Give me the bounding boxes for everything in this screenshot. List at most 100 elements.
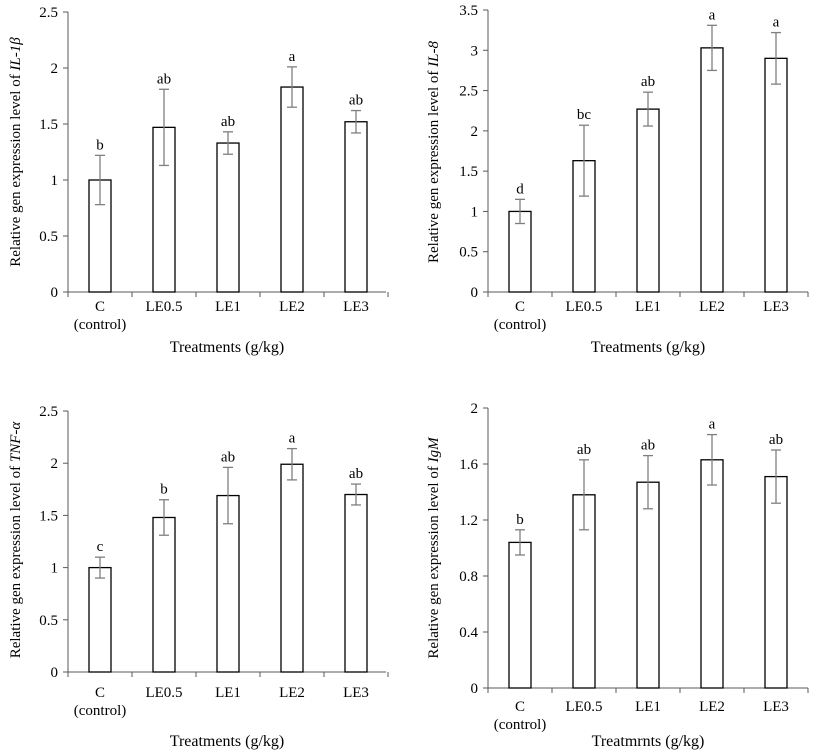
category-label: LE1: [635, 299, 661, 315]
y-tick-label: 2: [471, 401, 479, 417]
bar: [764, 57, 788, 293]
significance-letter: bc: [577, 107, 592, 123]
bar: [764, 475, 788, 689]
significance-letter: a: [709, 7, 716, 23]
y-tick-label: 2.5: [39, 5, 58, 21]
category-label: LE2: [699, 699, 725, 715]
category-label: C: [95, 685, 105, 701]
bar: [152, 516, 176, 673]
significance-letter: ab: [157, 71, 171, 87]
y-axis-gene-name: IgM: [426, 436, 442, 463]
y-tick-label: 1.2: [459, 513, 478, 529]
y-tick-label: 1: [471, 204, 479, 220]
category-label-sub: (control): [74, 703, 126, 719]
y-tick-label: 0.5: [39, 613, 58, 629]
y-axis-gene-name: TNF-α: [8, 421, 24, 463]
category-label: LE2: [699, 299, 725, 315]
bar: [88, 566, 112, 673]
y-axis-title-text: Relative gen expression level of: [426, 462, 442, 658]
significance-letter: ab: [221, 449, 235, 465]
y-axis-gene-name: IL-8: [426, 40, 442, 67]
y-axis-title: Relative gen expression level of IgM: [426, 436, 442, 659]
y-axis-title: Relative gen expression level of TNF-α: [8, 421, 24, 659]
y-axis-title-text: Relative gen expression level of: [426, 67, 442, 263]
y-tick-label: 1: [51, 173, 59, 189]
y-tick-label: 0: [471, 285, 479, 301]
y-tick-label: 1.5: [39, 117, 58, 133]
bar: [280, 463, 304, 673]
x-axis-title: Treatmrnts (g/kg): [592, 733, 705, 750]
chart-panel-4: 0 0.4 0.8 1.2 1.6 2 b C (control) ab LE0.5 ab LE1 a LE…: [426, 401, 809, 750]
significance-letter: a: [289, 431, 296, 447]
bar: [700, 459, 724, 689]
category-label: LE2: [279, 299, 305, 315]
y-axis-gene-name: IL-1β: [8, 37, 24, 72]
bar: [508, 541, 532, 689]
x-axis-title: Treatments (g/kg): [591, 339, 706, 356]
y-tick-label: 0.5: [459, 245, 478, 261]
significance-letter: d: [516, 181, 524, 197]
significance-letter: a: [773, 15, 780, 31]
significance-letter: ab: [641, 438, 655, 454]
category-label: LE2: [279, 685, 305, 701]
y-axis-title: Relative gen expression level of IL-8: [426, 40, 442, 263]
category-label: LE3: [343, 685, 369, 701]
bar: [344, 121, 368, 293]
y-tick-label: 2: [51, 61, 59, 77]
category-label: C: [95, 299, 105, 315]
y-tick-label: 2: [51, 456, 59, 472]
y-tick-label: 1.5: [459, 164, 478, 180]
y-tick-label: 0.4: [459, 625, 478, 641]
significance-letter: b: [160, 482, 168, 498]
y-tick-label: 0.5: [39, 229, 58, 245]
y-tick-label: 2: [471, 124, 479, 140]
y-tick-label: 1.6: [459, 457, 478, 473]
category-label: LE1: [215, 299, 241, 315]
significance-letter: ab: [349, 93, 363, 109]
category-label: LE3: [763, 699, 789, 715]
y-tick-label: 1: [51, 561, 59, 577]
category-label: LE3: [343, 299, 369, 315]
category-label: LE3: [763, 299, 789, 315]
y-tick-label: 3: [471, 43, 479, 59]
category-label: C: [515, 699, 525, 715]
significance-letter: ab: [769, 432, 783, 448]
category-label: C: [515, 299, 525, 315]
y-tick-label: 3.5: [459, 3, 478, 19]
y-tick-label: 0: [51, 665, 59, 681]
category-label: LE0.5: [145, 299, 182, 315]
bar: [636, 108, 660, 293]
significance-letter: a: [289, 49, 296, 65]
category-label: LE0.5: [565, 299, 602, 315]
category-label-sub: (control): [494, 317, 546, 333]
significance-letter: ab: [349, 466, 363, 482]
category-label-sub: (control): [74, 317, 126, 333]
significance-letter: b: [96, 137, 104, 153]
category-label: LE1: [635, 699, 661, 715]
y-tick-label: 0: [471, 681, 479, 697]
significance-letter: ab: [641, 74, 655, 90]
x-axis-title: Treatments (g/kg): [170, 733, 285, 750]
bar: [700, 47, 724, 293]
y-axis-title-text: Relative gen expression level of: [8, 462, 24, 658]
chart-panel-3: 0 0.5 1 1.5 2 2.5 c C (control) b LE0.5 ab LE1 a LE2 ab…: [8, 404, 389, 750]
y-tick-label: 2.5: [459, 84, 478, 100]
y-tick-label: 0.8: [459, 569, 478, 585]
bar: [280, 86, 304, 293]
significance-letter: ab: [577, 442, 591, 458]
chart-panel-1: 0 0.5 1 1.5 2 2.5 b C (control) ab LE0.5 ab LE1 a LE2 a…: [8, 5, 389, 356]
y-axis-title-text: Relative gen expression level of: [8, 71, 24, 267]
y-tick-label: 2.5: [39, 404, 58, 420]
significance-letter: b: [516, 512, 524, 528]
bar: [344, 493, 368, 673]
bar: [636, 481, 660, 689]
category-label-sub: (control): [494, 717, 546, 733]
chart-panel-2: 0 0.5 1 1.5 2 2.5 3 3.5 d C (control) bc LE0.5 ab LE1 a…: [426, 3, 809, 356]
x-axis-title: Treatments (g/kg): [170, 339, 285, 356]
bar: [216, 142, 240, 293]
category-label: LE0.5: [145, 685, 182, 701]
significance-letter: c: [97, 539, 104, 555]
y-tick-label: 1.5: [39, 508, 58, 524]
category-label: LE0.5: [565, 699, 602, 715]
